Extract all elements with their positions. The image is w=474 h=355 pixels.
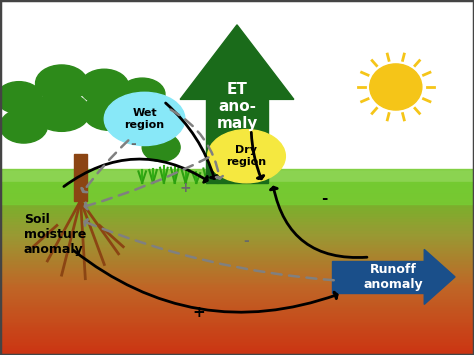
Bar: [0, 268, 474, 272]
Bar: [0, 182, 474, 186]
Bar: [0, 306, 474, 309]
Bar: [0, 193, 474, 197]
Bar: [0, 211, 474, 214]
Bar: [0, 320, 474, 323]
Polygon shape: [180, 25, 294, 99]
Bar: [0, 334, 474, 338]
Text: Dry
region: Dry region: [227, 146, 266, 167]
Bar: [0, 242, 474, 246]
Bar: [0, 328, 474, 332]
Ellipse shape: [370, 64, 422, 110]
Bar: [0, 188, 474, 191]
Bar: [0, 265, 474, 269]
Bar: [0, 196, 474, 200]
Bar: [74, 154, 87, 201]
Text: +: +: [179, 181, 191, 195]
Text: +: +: [193, 305, 205, 320]
Bar: [0, 217, 474, 220]
Bar: [0, 260, 474, 263]
Ellipse shape: [0, 82, 42, 114]
Bar: [0, 231, 474, 234]
Bar: [0, 202, 474, 206]
Ellipse shape: [83, 93, 135, 130]
Text: -: -: [130, 137, 136, 151]
Bar: [0, 302, 474, 306]
Bar: [0, 288, 474, 292]
Bar: [0, 248, 474, 252]
Bar: [206, 99, 268, 183]
Bar: [0, 340, 474, 344]
Bar: [0, 214, 474, 217]
Text: Wet
region: Wet region: [125, 108, 164, 130]
Bar: [0, 294, 474, 297]
Bar: [0, 254, 474, 257]
Bar: [0, 219, 474, 223]
Bar: [0, 308, 474, 312]
Bar: [0, 245, 474, 249]
Ellipse shape: [208, 130, 285, 183]
Bar: [0, 169, 474, 204]
Ellipse shape: [0, 109, 47, 143]
Bar: [0, 343, 474, 346]
Ellipse shape: [80, 69, 129, 105]
Text: -: -: [244, 234, 249, 248]
Polygon shape: [424, 249, 455, 304]
Bar: [0, 346, 474, 349]
Bar: [332, 261, 424, 293]
Bar: [0, 240, 474, 243]
Ellipse shape: [104, 92, 185, 146]
Bar: [0, 237, 474, 240]
Bar: [0, 283, 474, 286]
Bar: [0, 331, 474, 335]
Bar: [0, 274, 474, 278]
Bar: [0, 205, 474, 209]
Bar: [0, 323, 474, 326]
Bar: [0, 191, 474, 194]
Bar: [0, 222, 474, 226]
Text: -: -: [321, 191, 328, 206]
Bar: [0, 277, 474, 280]
Ellipse shape: [36, 65, 88, 102]
Bar: [0, 251, 474, 255]
Bar: [0, 228, 474, 231]
Bar: [0, 317, 474, 321]
Ellipse shape: [119, 78, 165, 110]
Bar: [0, 311, 474, 315]
Bar: [0, 199, 474, 203]
Bar: [0, 297, 474, 300]
Text: Runoff
anomaly: Runoff anomaly: [364, 263, 423, 291]
Bar: [0, 314, 474, 318]
Bar: [0, 262, 474, 266]
Bar: [0, 185, 474, 189]
Text: ET
ano-
maly: ET ano- maly: [216, 82, 258, 131]
Bar: [0, 208, 474, 212]
Bar: [0, 351, 474, 355]
Bar: [0, 257, 474, 260]
Bar: [0, 349, 474, 352]
Ellipse shape: [122, 105, 172, 140]
Bar: [0, 326, 474, 329]
Bar: [0, 0, 474, 183]
Text: Soil
moisture
anomaly: Soil moisture anomaly: [24, 213, 86, 256]
Bar: [0, 337, 474, 341]
Bar: [0, 225, 474, 229]
Ellipse shape: [33, 92, 90, 131]
Bar: [0, 291, 474, 295]
Ellipse shape: [142, 133, 180, 162]
Bar: [0, 280, 474, 283]
Bar: [0, 285, 474, 289]
Bar: [0, 234, 474, 237]
Bar: [0, 271, 474, 275]
Bar: [0, 300, 474, 303]
